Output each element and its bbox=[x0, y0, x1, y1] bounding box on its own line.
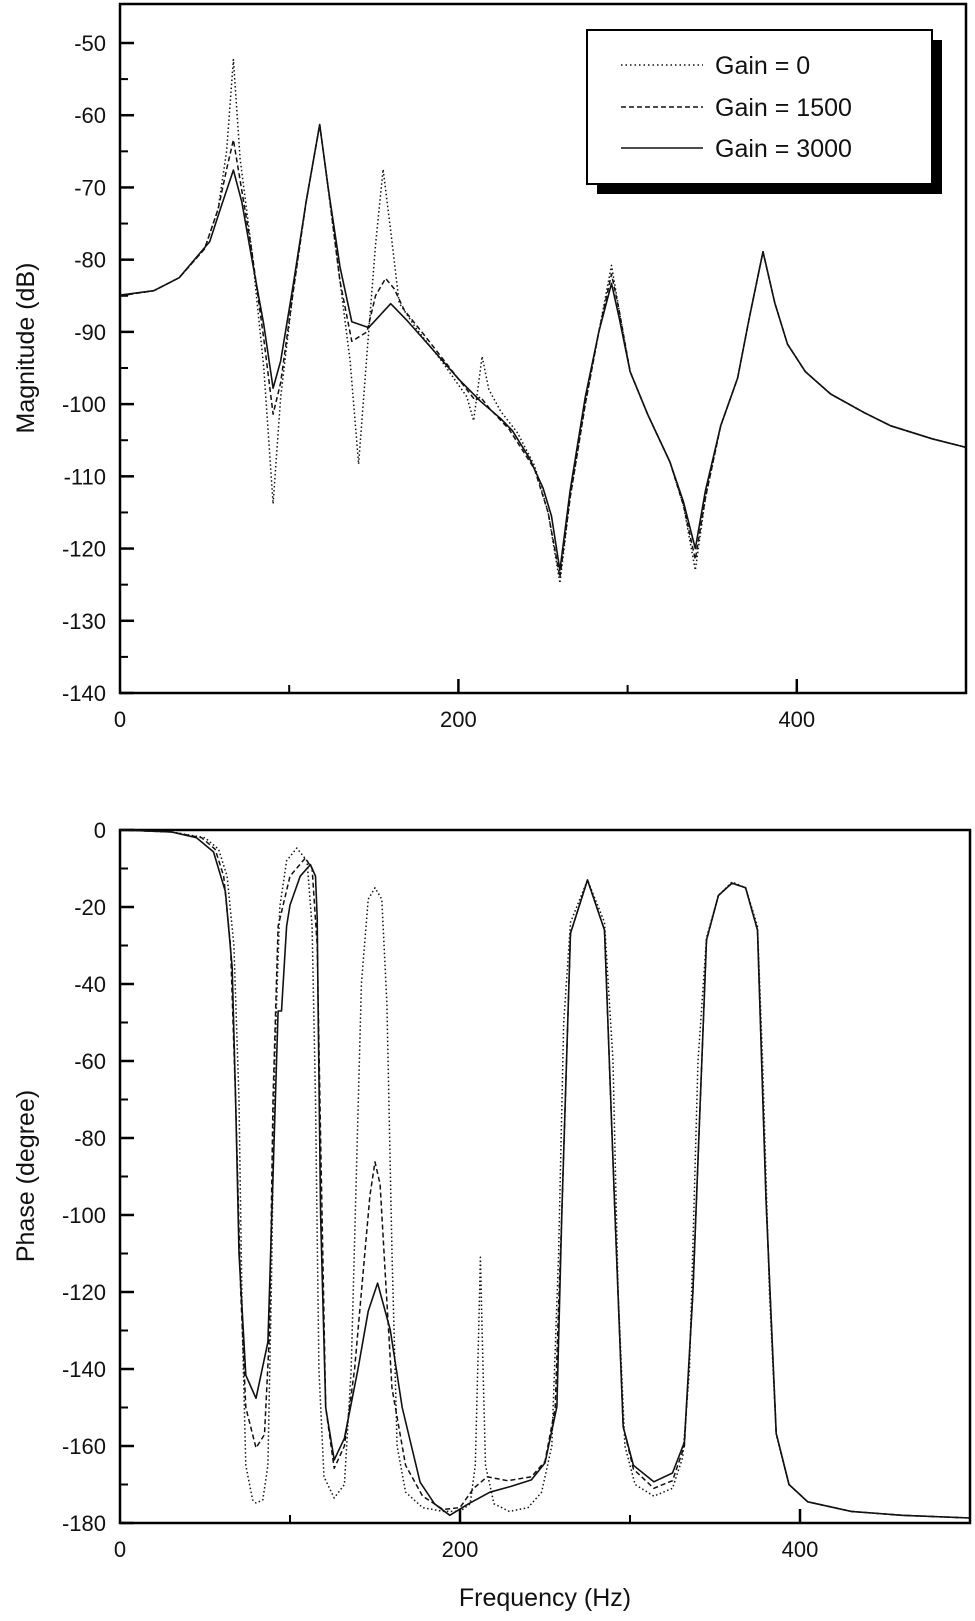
phase-y-tick-label: -160 bbox=[62, 1434, 106, 1459]
magnitude-y-tick-label: -90 bbox=[74, 320, 106, 345]
magnitude-y-tick-label: -130 bbox=[62, 609, 106, 634]
phase-series-gain-1500 bbox=[119, 829, 971, 1519]
phase-y-tick-label: -20 bbox=[74, 895, 106, 920]
legend-label-gain-3000: Gain = 3000 bbox=[715, 135, 852, 163]
magnitude-y-ticks: -50 -60 -70 -80 -90 -100 -110 -120 -130 -140 bbox=[62, 31, 134, 706]
phase-x-tick-label: 400 bbox=[782, 1537, 819, 1562]
phase-y-tick-label: -140 bbox=[62, 1357, 106, 1382]
magnitude-plot: -50 -60 -70 -80 -90 -100 -110 -120 -130 -140 0 200… bbox=[12, 2, 968, 732]
phase-y-tick-label: -180 bbox=[62, 1511, 106, 1536]
phase-plot: 0 -20 -40 -60 -80 -100 -120 -140 -160 -180 0 200 40… bbox=[12, 818, 972, 1612]
magnitude-y-tick-label: -120 bbox=[62, 537, 106, 562]
legend-box bbox=[586, 29, 933, 185]
phase-y-tick-label: -120 bbox=[62, 1280, 106, 1305]
frequency-x-axis-title: Frequency (Hz) bbox=[459, 1584, 631, 1612]
magnitude-y-tick-label: -140 bbox=[62, 681, 106, 706]
magnitude-x-tick-label: 0 bbox=[114, 707, 126, 732]
legend-label-gain-0: Gain = 0 bbox=[715, 52, 810, 80]
magnitude-y-tick-label: -60 bbox=[74, 103, 106, 128]
phase-plot-frame bbox=[118, 828, 972, 1525]
magnitude-series-gain-3000 bbox=[119, 123, 967, 571]
phase-y-axis-title: Phase (degree) bbox=[12, 1090, 40, 1262]
magnitude-y-tick-label: -110 bbox=[64, 464, 106, 489]
magnitude-y-axis-title: Magnitude (dB) bbox=[12, 263, 40, 434]
magnitude-x-tick-label: 400 bbox=[778, 707, 815, 732]
phase-y-tick-label: -80 bbox=[74, 1126, 106, 1151]
legend: Gain = 0 Gain = 1500 Gain = 3000 bbox=[586, 29, 942, 194]
magnitude-x-ticks: 0 200 400 bbox=[114, 679, 815, 732]
magnitude-y-tick-label: -70 bbox=[74, 175, 106, 200]
magnitude-plot-frame bbox=[118, 2, 968, 695]
magnitude-series bbox=[119, 58, 967, 584]
phase-y-tick-label: 0 bbox=[94, 818, 106, 843]
magnitude-y-tick-label: -80 bbox=[74, 248, 106, 273]
phase-series-gain-3000 bbox=[119, 829, 971, 1519]
phase-x-tick-label: 0 bbox=[114, 1537, 126, 1562]
legend-label-gain-1500: Gain = 1500 bbox=[715, 94, 852, 122]
phase-series bbox=[119, 829, 971, 1519]
phase-y-ticks: 0 -20 -40 -60 -80 -100 -120 -140 -160 -180 bbox=[62, 818, 134, 1536]
phase-y-tick-label: -100 bbox=[62, 1203, 106, 1228]
magnitude-y-tick-label: -50 bbox=[74, 31, 106, 56]
phase-y-tick-label: -40 bbox=[74, 972, 106, 997]
magnitude-y-tick-label: -100 bbox=[62, 392, 106, 417]
phase-y-tick-label: -60 bbox=[74, 1049, 106, 1074]
magnitude-x-tick-label: 200 bbox=[440, 707, 477, 732]
phase-x-tick-label: 200 bbox=[442, 1537, 479, 1562]
phase-series-gain-0 bbox=[119, 829, 971, 1519]
phase-x-ticks: 0 200 400 bbox=[114, 1509, 818, 1562]
